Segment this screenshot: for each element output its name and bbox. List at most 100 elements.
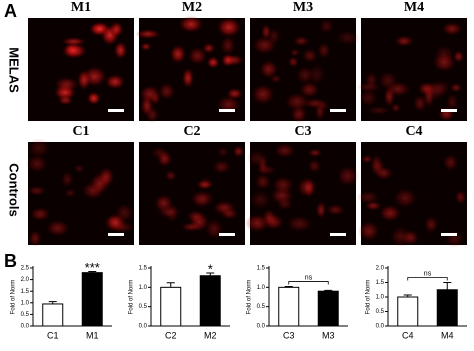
cell <box>195 180 214 190</box>
cell <box>423 215 439 234</box>
cell <box>216 146 230 158</box>
bar <box>42 303 64 327</box>
cell <box>319 18 334 35</box>
cell <box>180 222 202 232</box>
cell <box>444 229 465 248</box>
error-bar <box>206 272 215 276</box>
cell <box>140 42 152 51</box>
bar <box>436 289 458 327</box>
cell <box>45 219 70 237</box>
image-label: M3 <box>293 0 313 15</box>
cell <box>135 29 161 39</box>
y-tick-label: 0.5 <box>376 309 385 315</box>
cell <box>64 42 81 57</box>
cell <box>269 74 283 84</box>
cell <box>221 53 235 68</box>
cell <box>187 46 208 66</box>
scale-bar <box>441 233 457 236</box>
error-bar <box>48 301 57 304</box>
cell <box>60 170 74 188</box>
cell <box>336 165 359 187</box>
cell <box>53 76 79 93</box>
cell <box>254 173 272 191</box>
cell <box>271 176 295 194</box>
cell <box>374 166 394 181</box>
significance-label: *** <box>85 260 100 275</box>
cell <box>77 69 91 91</box>
cell <box>366 105 392 115</box>
cell <box>232 145 245 158</box>
cell <box>246 149 267 168</box>
cell <box>226 87 244 100</box>
significance-label: * <box>208 261 213 276</box>
cell <box>204 218 224 240</box>
cell <box>356 190 380 205</box>
y-tick-label: 0.5 <box>139 304 148 310</box>
y-axis-label: Fold of Norm <box>366 280 372 315</box>
cell <box>259 59 279 79</box>
y-tick-label: 2.0 <box>21 277 30 283</box>
y-axis-label: Fold of Norm <box>129 280 135 315</box>
cell <box>307 148 323 157</box>
cell <box>219 35 236 56</box>
y-tick-label: 1.5 <box>139 266 148 272</box>
cell <box>103 213 127 232</box>
bar <box>81 272 103 327</box>
x-tick-label: M3 <box>322 330 335 340</box>
cell <box>181 67 195 89</box>
cell <box>169 44 187 64</box>
y-tick-label: 2.0 <box>376 266 385 272</box>
cell <box>307 158 322 174</box>
cell <box>325 204 346 216</box>
cell <box>249 189 272 210</box>
cell <box>220 208 239 220</box>
cell <box>289 48 300 57</box>
cell <box>273 142 296 159</box>
error-bar <box>166 282 175 288</box>
scale-bar <box>219 109 235 112</box>
image-grid: M1 M2 M3 M4 C1 C2 C3 C4 <box>26 0 467 248</box>
error-bar <box>88 270 97 273</box>
significance-label: ns <box>305 274 313 281</box>
cell <box>292 35 310 47</box>
cell <box>97 166 115 188</box>
cell <box>191 192 212 209</box>
scale-bar <box>330 233 346 236</box>
cell <box>245 213 270 233</box>
x-tick-label: C3 <box>283 330 295 340</box>
cell <box>154 194 174 213</box>
cell <box>27 185 47 196</box>
image-label: M2 <box>182 0 202 15</box>
cell <box>164 170 177 182</box>
y-tick-label: 2.5 <box>21 266 30 272</box>
significance-bracket <box>407 277 448 281</box>
cell <box>307 63 326 86</box>
cell <box>364 200 382 211</box>
charts: Fold of Norm 0.0 0.5 1.0 1.5 2.0 2.5 C1 M1 *** Fol… <box>11 260 467 340</box>
y-tick-label: 1.5 <box>257 266 266 272</box>
y-tick-label: 0.5 <box>21 312 30 318</box>
y-tick-label: 0.0 <box>21 324 30 330</box>
cell <box>28 229 42 247</box>
cell <box>286 215 313 233</box>
image-label: C2 <box>183 124 200 139</box>
y-axis-label: Fold of Norm <box>11 280 17 315</box>
cell <box>364 71 379 88</box>
cell <box>73 164 85 173</box>
cell <box>445 93 459 112</box>
cell <box>423 86 435 108</box>
bar <box>199 275 221 327</box>
cell <box>113 41 128 60</box>
y-tick-label: 1.5 <box>376 280 385 286</box>
image-label: C1 <box>72 124 89 139</box>
scale-bar <box>441 109 457 112</box>
cell <box>389 226 412 248</box>
y-tick-label: 0.0 <box>139 324 148 330</box>
image-label: C3 <box>294 124 311 139</box>
cell <box>361 154 373 164</box>
cell <box>297 177 318 198</box>
y-tick-label: 1.0 <box>21 300 30 306</box>
cell <box>57 95 74 106</box>
image-label: C4 <box>405 124 422 139</box>
cell <box>358 88 379 108</box>
